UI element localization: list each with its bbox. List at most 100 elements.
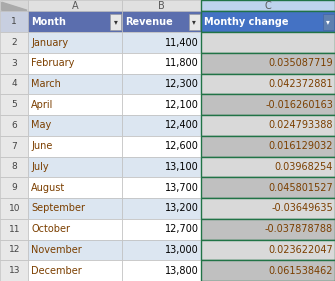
- Text: 13,000: 13,000: [165, 245, 199, 255]
- Bar: [28, 94, 122, 115]
- Text: October: October: [31, 224, 70, 234]
- Bar: [0, 32, 28, 53]
- Text: 5: 5: [11, 100, 17, 109]
- Bar: [28, 0, 122, 12]
- Bar: [122, 177, 201, 198]
- Text: 6: 6: [11, 121, 17, 130]
- Bar: [0, 0, 28, 12]
- Text: 11,800: 11,800: [165, 58, 199, 68]
- Bar: [28, 198, 122, 219]
- Text: 12,700: 12,700: [165, 224, 199, 234]
- Text: 9: 9: [11, 183, 17, 192]
- Bar: [122, 53, 201, 74]
- Bar: [0, 239, 28, 260]
- Text: 10: 10: [8, 204, 20, 213]
- Bar: [122, 74, 201, 94]
- Text: 3: 3: [11, 59, 17, 68]
- Bar: [28, 12, 122, 32]
- Bar: [28, 157, 122, 177]
- Bar: [0, 136, 28, 157]
- Text: July: July: [31, 162, 49, 172]
- Bar: [28, 239, 122, 260]
- Text: 2: 2: [11, 38, 17, 47]
- Bar: [0, 260, 28, 281]
- Text: 4: 4: [11, 80, 17, 89]
- Text: February: February: [31, 58, 74, 68]
- Bar: [122, 115, 201, 136]
- Bar: [28, 219, 122, 239]
- Bar: [201, 32, 335, 53]
- Bar: [122, 219, 201, 239]
- Bar: [201, 239, 335, 260]
- Bar: [0, 53, 28, 74]
- Text: -0.037878788: -0.037878788: [265, 224, 333, 234]
- Bar: [201, 219, 335, 239]
- Text: 11,400: 11,400: [165, 37, 199, 47]
- Bar: [28, 32, 122, 53]
- Text: 0.023622047: 0.023622047: [268, 245, 333, 255]
- Bar: [201, 198, 335, 219]
- Text: 0.045801527: 0.045801527: [268, 183, 333, 193]
- Text: March: March: [31, 79, 61, 89]
- Text: 0.035087719: 0.035087719: [268, 58, 333, 68]
- Text: 0.024793388: 0.024793388: [268, 121, 333, 130]
- Text: ▾: ▾: [326, 17, 330, 26]
- Text: -0.016260163: -0.016260163: [265, 100, 333, 110]
- Text: August: August: [31, 183, 65, 193]
- Bar: [0, 198, 28, 219]
- Text: Month: Month: [31, 17, 66, 27]
- Text: 1: 1: [11, 17, 17, 26]
- Bar: [110, 14, 121, 30]
- Bar: [0, 94, 28, 115]
- Text: -0.03649635: -0.03649635: [271, 203, 333, 213]
- Bar: [201, 157, 335, 177]
- Text: May: May: [31, 121, 51, 130]
- Bar: [189, 14, 200, 30]
- Bar: [28, 74, 122, 94]
- Bar: [0, 74, 28, 94]
- Bar: [28, 177, 122, 198]
- Text: Revenue: Revenue: [125, 17, 173, 27]
- Text: 8: 8: [11, 162, 17, 171]
- Text: September: September: [31, 203, 85, 213]
- Text: April: April: [31, 100, 54, 110]
- Bar: [122, 239, 201, 260]
- Text: 0.016129032: 0.016129032: [268, 141, 333, 151]
- Text: 0.061538462: 0.061538462: [268, 266, 333, 276]
- Bar: [0, 177, 28, 198]
- Text: B: B: [158, 1, 165, 11]
- Bar: [201, 177, 335, 198]
- Bar: [28, 115, 122, 136]
- Bar: [122, 157, 201, 177]
- Text: 13,200: 13,200: [165, 203, 199, 213]
- Bar: [201, 260, 335, 281]
- Bar: [28, 53, 122, 74]
- Bar: [122, 136, 201, 157]
- Bar: [201, 0, 335, 12]
- Bar: [0, 157, 28, 177]
- Bar: [201, 94, 335, 115]
- Text: 12: 12: [9, 245, 20, 254]
- Bar: [201, 74, 335, 94]
- Bar: [323, 14, 334, 30]
- Text: November: November: [31, 245, 82, 255]
- Bar: [122, 32, 201, 53]
- Text: 0.03968254: 0.03968254: [275, 162, 333, 172]
- Text: 12,100: 12,100: [165, 100, 199, 110]
- Bar: [0, 115, 28, 136]
- Bar: [122, 260, 201, 281]
- Bar: [28, 136, 122, 157]
- Text: 12,600: 12,600: [165, 141, 199, 151]
- Text: Monthy change: Monthy change: [204, 17, 288, 27]
- Text: 0.042372881: 0.042372881: [268, 79, 333, 89]
- Bar: [201, 115, 335, 136]
- Text: 7: 7: [11, 142, 17, 151]
- Text: 13,100: 13,100: [165, 162, 199, 172]
- Bar: [201, 136, 335, 157]
- Bar: [122, 12, 201, 32]
- Polygon shape: [2, 2, 27, 10]
- Text: 13,800: 13,800: [165, 266, 199, 276]
- Bar: [122, 198, 201, 219]
- Text: December: December: [31, 266, 82, 276]
- Text: 11: 11: [8, 225, 20, 234]
